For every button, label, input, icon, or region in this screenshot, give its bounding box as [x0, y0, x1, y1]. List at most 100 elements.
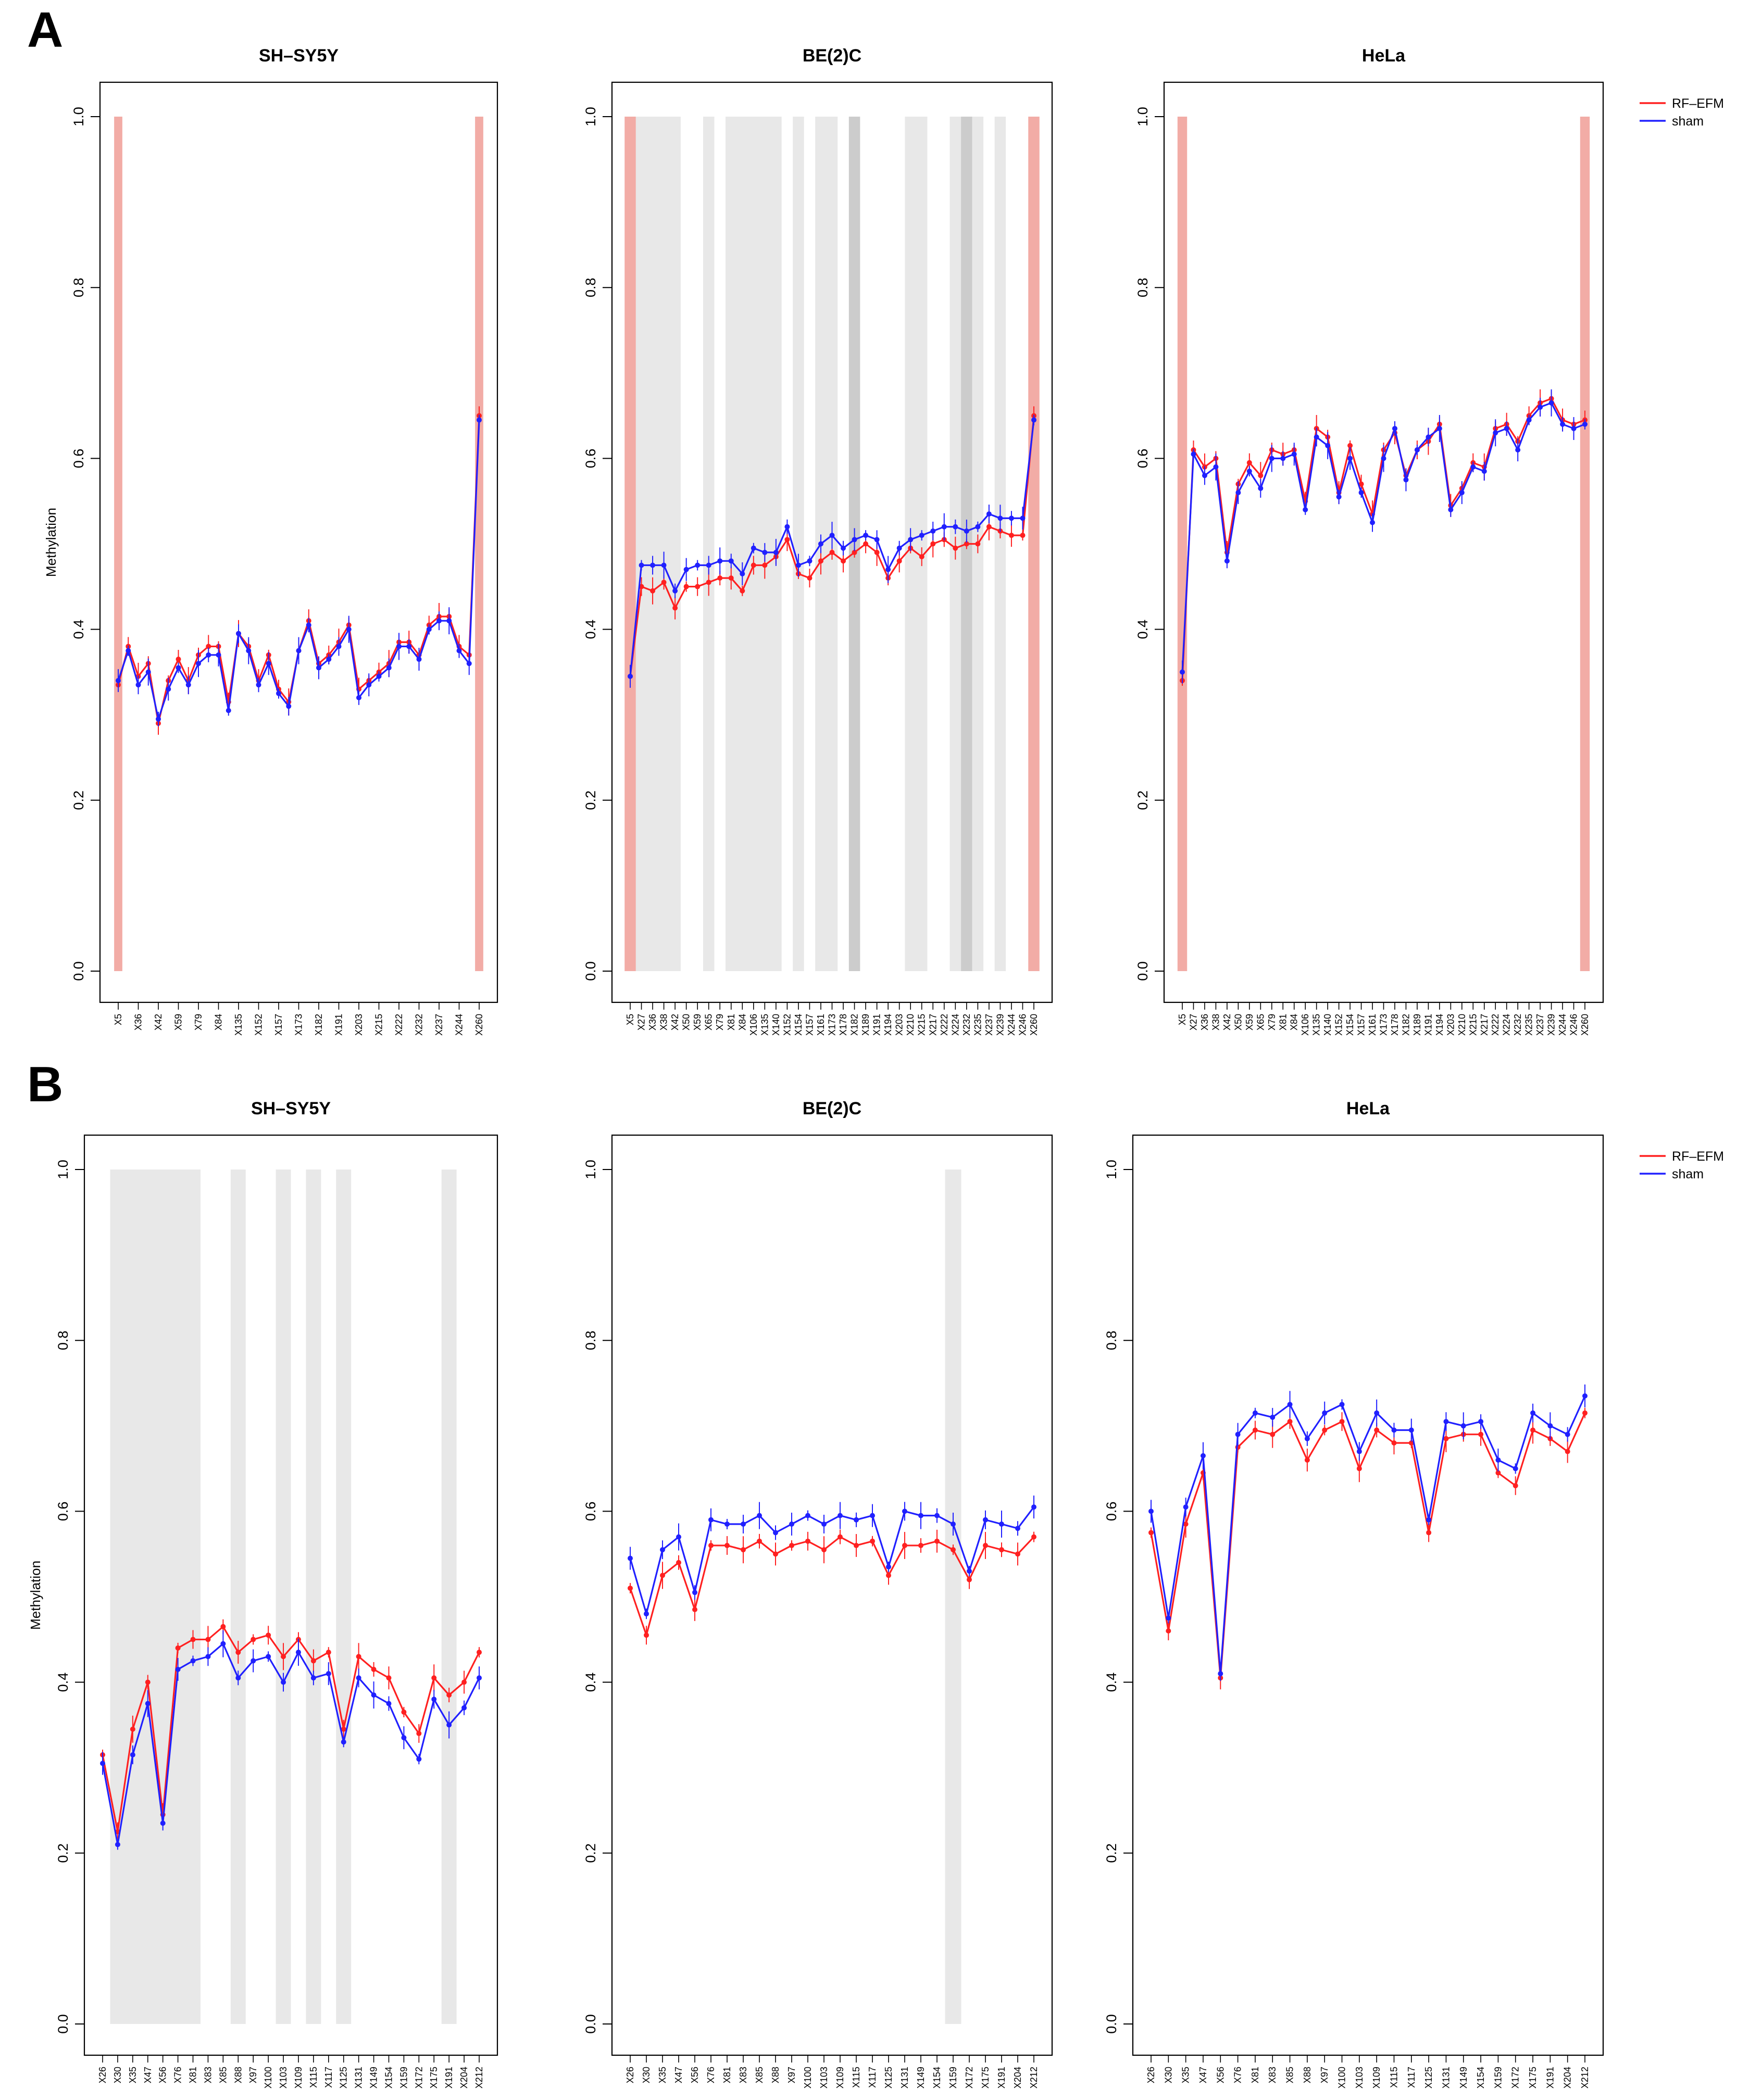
data-point: [986, 524, 992, 530]
x-tick-label: X149: [1458, 2067, 1469, 2089]
y-tick-label: 0.4: [1135, 620, 1151, 639]
data-point: [818, 558, 823, 564]
data-point: [446, 1692, 452, 1698]
data-point: [1258, 485, 1264, 491]
x-tick-label: X117: [867, 2067, 878, 2088]
x-tick-label: X182: [849, 1014, 860, 1036]
x-tick-label: X175: [429, 2067, 439, 2089]
data-point: [371, 1692, 377, 1698]
y-tick-label: 0.2: [55, 1843, 71, 1863]
data-point: [953, 545, 958, 551]
data-point: [236, 631, 241, 636]
data-point: [934, 1538, 940, 1544]
data-point: [650, 562, 656, 568]
x-tick-label: X232: [961, 1014, 972, 1036]
data-point: [1339, 1419, 1345, 1425]
x-tick-label: X117: [1406, 2067, 1417, 2088]
chart-title: HeLa: [1362, 46, 1406, 66]
x-tick-label: X47: [673, 2067, 684, 2083]
y-tick-label: 1.0: [1135, 107, 1151, 127]
x-tick-label: X88: [233, 2067, 243, 2083]
x-tick-label: X232: [1513, 1014, 1523, 1036]
data-point: [660, 1573, 665, 1578]
data-point: [296, 648, 302, 653]
x-tick-label: X175: [1528, 2067, 1538, 2089]
x-tick-label: X154: [793, 1014, 804, 1036]
x-tick-label: X159: [948, 2067, 958, 2089]
x-tick-label: X189: [1412, 1014, 1422, 1036]
data-point: [376, 673, 382, 679]
y-tick-label: 0.0: [1135, 961, 1151, 981]
x-tick-label: X239: [1546, 1014, 1557, 1036]
x-tick-label: X149: [369, 2067, 379, 2089]
x-tick-label: X222: [939, 1014, 949, 1036]
data-point: [805, 1513, 810, 1518]
data-point: [964, 528, 969, 534]
data-point: [145, 1701, 151, 1706]
x-tick-label: X191: [1423, 1014, 1433, 1036]
x-tick-label: X203: [1445, 1014, 1456, 1036]
data-point: [1530, 1427, 1536, 1433]
x-tick-label: X246: [1017, 1014, 1028, 1036]
data-point: [919, 533, 924, 538]
data-point: [1287, 1419, 1293, 1425]
data-point: [628, 1586, 633, 1591]
data-point: [436, 618, 442, 624]
data-point: [1356, 1466, 1362, 1472]
plot-frame: [83, 1134, 498, 2056]
series-line-rf-efm: [629, 1536, 1035, 1638]
data-point: [1347, 443, 1353, 448]
x-tick-label: X59: [1244, 1014, 1255, 1030]
x-tick-label: X38: [1210, 1014, 1221, 1030]
x-tick-label: X237: [1535, 1014, 1545, 1036]
data-point: [676, 1560, 681, 1565]
y-tick-label: 0.6: [1135, 449, 1151, 469]
data-point: [1426, 434, 1431, 440]
data-point: [1166, 1615, 1171, 1621]
y-tick-label: 0.0: [55, 2014, 71, 2034]
x-tick-label: X140: [771, 1014, 781, 1036]
x-tick-label: X215: [1468, 1014, 1478, 1036]
data-point: [863, 533, 869, 538]
data-point: [396, 644, 402, 649]
x-tick-label: X100: [1337, 2067, 1347, 2089]
data-point: [1246, 469, 1252, 474]
data-point: [821, 1547, 827, 1553]
y-tick-label: 0.6: [583, 1502, 598, 1521]
x-tick-label: X173: [1379, 1014, 1389, 1036]
data-point: [130, 1726, 135, 1732]
y-tick-label: 0.4: [71, 620, 86, 639]
plot-frame: [1132, 1134, 1604, 2056]
data-point: [1148, 1530, 1154, 1536]
data-point: [706, 580, 711, 585]
x-tick-label: X212: [1580, 2067, 1590, 2089]
data-point: [1287, 1402, 1293, 1407]
significance-band: [276, 1170, 291, 2024]
data-point: [757, 1513, 762, 1518]
data-point: [336, 644, 342, 649]
x-tick-label: X76: [173, 2067, 183, 2083]
x-tick-label: X76: [1233, 2067, 1243, 2083]
y-tick-label: 0.4: [583, 620, 598, 639]
data-point: [1459, 490, 1465, 496]
data-point: [1481, 469, 1487, 474]
data-point: [461, 1679, 467, 1685]
data-point: [251, 1637, 256, 1642]
data-point: [310, 1658, 316, 1664]
data-point: [220, 1641, 226, 1646]
y-tick-label: 0.0: [71, 961, 86, 981]
panel-letter-b: B: [27, 1057, 63, 1112]
legend-entry: RF–EFM: [1672, 96, 1724, 111]
data-point: [1322, 1410, 1328, 1416]
x-tick-label: X5: [625, 1014, 635, 1025]
data-point: [1183, 1504, 1189, 1510]
data-point: [185, 682, 191, 688]
data-point: [724, 1543, 730, 1549]
data-point: [1391, 1440, 1397, 1446]
data-point: [1436, 425, 1442, 431]
x-tick-label: X97: [248, 2067, 258, 2083]
x-tick-label: X135: [1311, 1014, 1322, 1036]
data-point: [773, 1530, 778, 1536]
chart-title: BE(2)C: [803, 1099, 861, 1118]
